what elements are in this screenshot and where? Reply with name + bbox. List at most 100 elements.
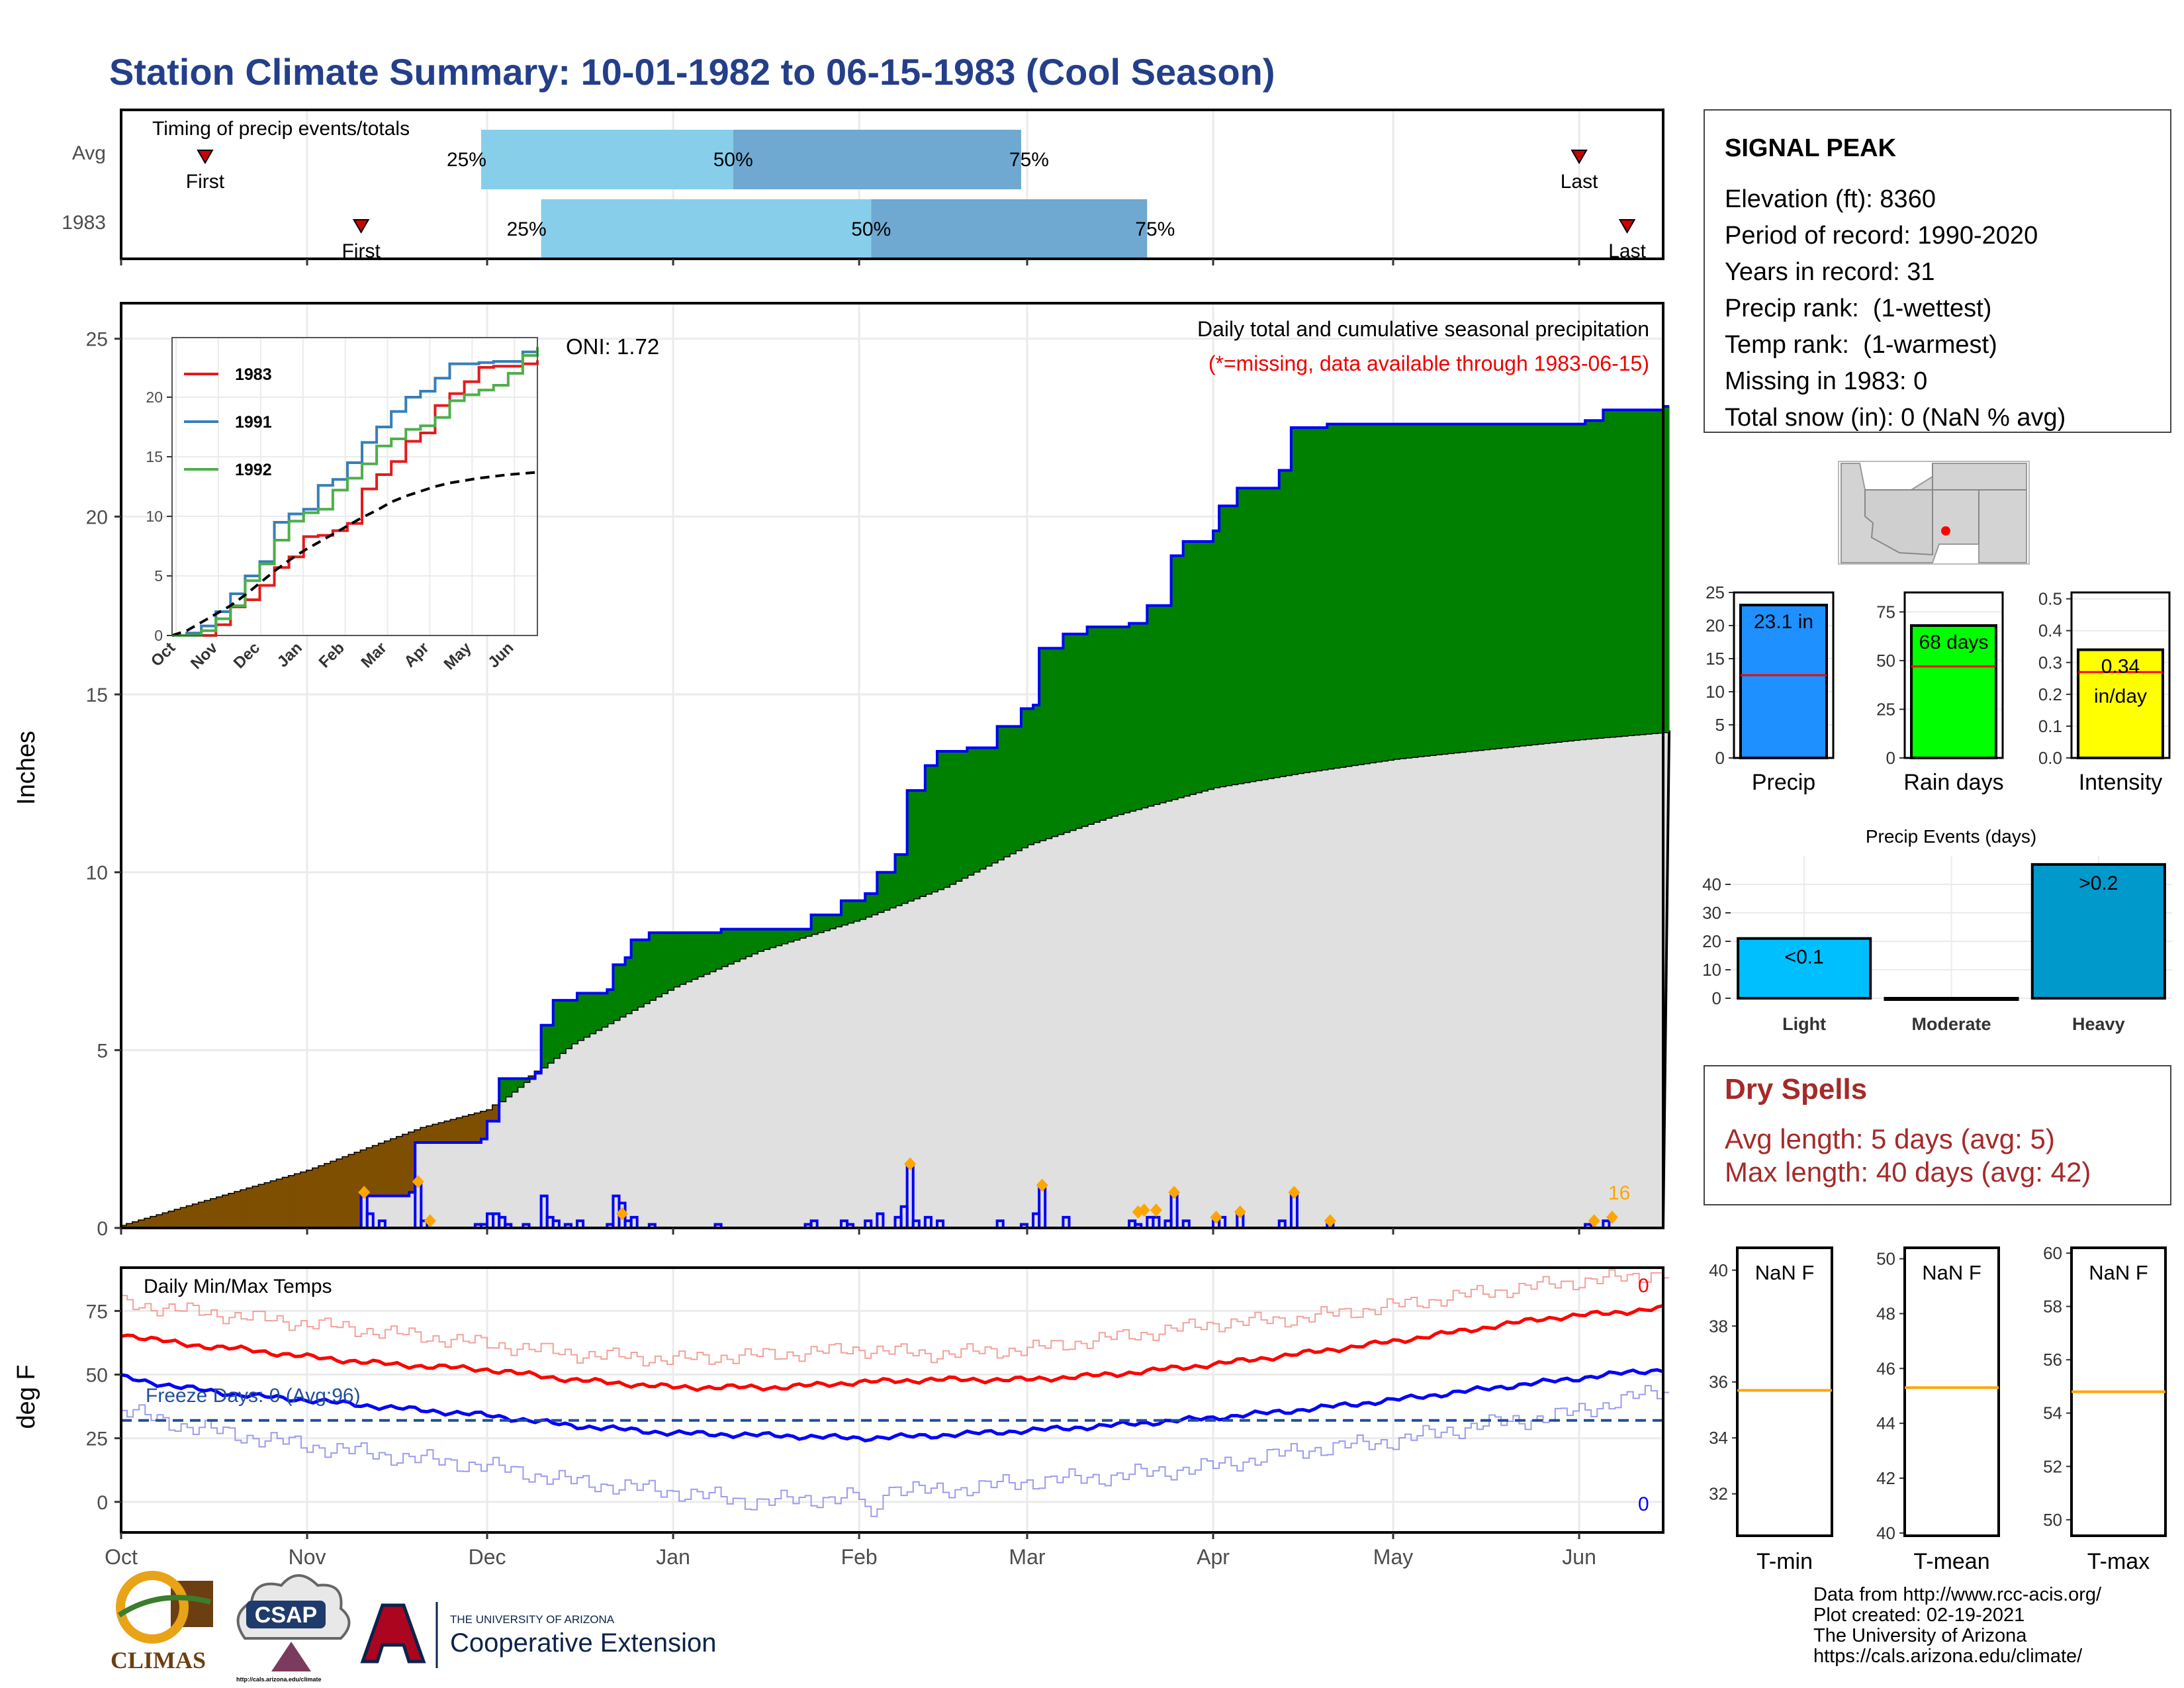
dry-spells-max: Max length: 40 days (avg: 42) <box>1725 1156 2091 1188</box>
max-count-label: 0 <box>1638 1275 1649 1297</box>
totals-ytick-label: 20 <box>1706 616 1725 635</box>
cumulative-ytick-label: 20 <box>86 506 108 528</box>
cumulative-areas <box>120 404 1671 1229</box>
temp-ytick-label: 75 <box>86 1301 108 1323</box>
inset-lines <box>171 347 539 637</box>
temp-lines <box>120 1269 1670 1517</box>
station-location-dot <box>1941 526 1950 536</box>
record-max-line <box>121 1269 1670 1367</box>
temp-summary-category-label: T-mean <box>1913 1549 1989 1574</box>
temp-summary-ytick-label: 50 <box>2043 1510 2062 1530</box>
totals-ytick-label: 5 <box>1715 715 1725 735</box>
temp-summary-ytick-label: 58 <box>2043 1297 2062 1317</box>
csap-mountain <box>271 1642 311 1671</box>
temp-summary-ytick-label: 44 <box>1876 1413 1895 1433</box>
temp-xtick-label: Mar <box>1009 1545 1045 1569</box>
event-marker <box>1588 1214 1600 1228</box>
temp-summary-value-label: NaN F <box>1755 1261 1815 1284</box>
temp-yaxis: 0 25 50 75 <box>86 1301 121 1514</box>
csap-url: http://cals.arizona.edu/climate <box>236 1676 322 1683</box>
events-ytick-label: 20 <box>1702 931 1721 951</box>
dry-spells-title: Dry Spells <box>1725 1073 1867 1105</box>
temp-xtick-label: Dec <box>469 1545 506 1569</box>
temp-summary-ytick-label: 50 <box>1876 1249 1895 1269</box>
events-category-label: Heavy <box>2072 1014 2125 1034</box>
totals-bar-intensity <box>2077 648 2164 759</box>
timing-bar-q3 <box>871 199 1148 259</box>
event-marker <box>412 1175 424 1189</box>
record-min-line <box>121 1385 1670 1517</box>
timing-first-marker <box>352 219 370 234</box>
totals-ytick-label: 25 <box>1876 699 1895 719</box>
credit-line-3: The University of Arizona <box>1813 1625 2027 1646</box>
timing-label-25: 25% <box>507 218 547 240</box>
cumulative-ytick-label: 10 <box>86 863 108 884</box>
oni-label: ONI: 1.72 <box>566 334 659 359</box>
csap-label-box <box>246 1601 326 1628</box>
temp-summary-ytick-label: 46 <box>1876 1358 1895 1378</box>
event-marker <box>1150 1203 1162 1217</box>
events-bar-heavy <box>2030 863 2166 1000</box>
totals-frame <box>1903 591 2004 759</box>
precip-events-chart: 0 10 20 30 40 <0.1 Light Moderate >0.2 Heavy <box>1702 856 2172 1034</box>
inset-ytick-label: 0 <box>154 627 163 644</box>
event-marker <box>1234 1205 1246 1219</box>
event-marker <box>1168 1186 1181 1199</box>
page-title: Station Climate Summary: 10-01-1982 to 0… <box>109 51 1275 93</box>
totals-ytick-label: 75 <box>1876 602 1895 622</box>
temp-summary-ytick-label: 40 <box>1876 1523 1895 1543</box>
temp-summary-category-label: T-max <box>2087 1549 2150 1574</box>
inset-legend-label: 1991 <box>235 413 272 432</box>
station-info-box: SIGNAL PEAK Elevation (ft): 8360 Period … <box>1704 109 2171 433</box>
precip-events-panel: Precip Events (days) 0 10 20 30 40 <0.1 Light M… <box>1702 826 2172 1034</box>
cumulative-xaxis-ticks <box>120 1228 1580 1235</box>
totals-frame <box>1733 591 1835 759</box>
ua-line-2: Cooperative Extension <box>450 1628 716 1658</box>
average-min-line <box>120 1368 1664 1443</box>
observed-cumulative-line <box>121 404 1670 1229</box>
inset-series-1992 <box>172 347 539 637</box>
temp-summary-ytick-label: 56 <box>2043 1350 2062 1370</box>
totals-category-label: Rain days <box>1903 770 2003 795</box>
inset-background <box>172 338 537 635</box>
inset-grid <box>172 338 537 636</box>
timing-last-marker <box>1570 150 1588 164</box>
totals-bar-precip <box>1739 604 1828 759</box>
totals-ytick-label: 0.2 <box>2038 684 2062 704</box>
inset-legend: 1983 1991 1992 <box>184 365 272 479</box>
temp-summary-ytick-label: 52 <box>2043 1456 2062 1476</box>
credit-line-4: https://cals.arizona.edu/climate/ <box>1813 1646 2083 1667</box>
event-marker <box>424 1214 436 1228</box>
totals-bars: 0 5 10 15 20 25 23.1 in Precip 0 25 50 75 68 days Rai… <box>1706 583 2171 795</box>
totals-ytick-label: 0.5 <box>2038 589 2062 609</box>
station-line-elevation: Elevation (ft): 8360 <box>1725 185 1936 213</box>
min-count-label: 0 <box>1638 1493 1649 1515</box>
location-map <box>1838 461 2030 565</box>
temp-xtick-label: Oct <box>105 1545 138 1569</box>
temp-xtick-label: May <box>1373 1545 1413 1569</box>
temp-xtick-label: Jan <box>656 1545 690 1569</box>
timing-bar-q2 <box>480 130 733 189</box>
credit-line-1: Data from http://www.rcc-acis.org/ <box>1813 1584 2102 1605</box>
timing-label-75: 75% <box>1009 149 1049 171</box>
totals-ytick-label: 0.1 <box>2038 716 2062 736</box>
event-marker <box>616 1207 629 1221</box>
cumulative-ytick-label: 0 <box>97 1218 108 1240</box>
timing-row-label-1983: 1983 <box>62 212 106 234</box>
events-bar-moderate <box>1884 997 2019 1001</box>
inset-series-avg <box>171 471 538 637</box>
temp-summary-value-label: NaN F <box>1922 1261 1981 1284</box>
timing-row-label-avg: Avg <box>72 142 106 164</box>
timing-bar-q2 <box>541 199 872 259</box>
ua-a-mark <box>360 1603 426 1664</box>
inset-legend-label: 1992 <box>235 461 272 479</box>
inset-legend-label: 1983 <box>235 365 272 384</box>
cumulative-ytick-label: 15 <box>86 684 108 706</box>
totals-category-label: Precip <box>1752 770 1815 795</box>
station-line-snow: Total snow (in): 0 (NaN % avg) <box>1725 404 2066 432</box>
totals-ytick-label: 10 <box>1706 682 1725 702</box>
event-marker <box>1606 1210 1618 1224</box>
timing-last-marker <box>1618 219 1636 234</box>
